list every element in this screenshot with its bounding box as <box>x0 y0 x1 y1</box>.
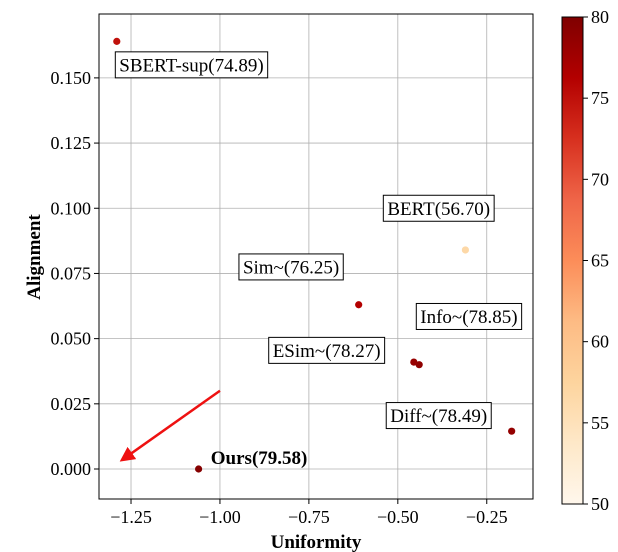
x-tick-label: −0.25 <box>466 507 508 527</box>
y-tick-label: 0.000 <box>51 459 92 479</box>
colorbar-tick-label: 70 <box>591 169 609 189</box>
x-tick-label: −0.75 <box>288 507 330 527</box>
y-tick-label: 0.100 <box>51 198 92 218</box>
annotation-label: Ours(79.58) <box>211 448 308 469</box>
annotation-box <box>385 402 492 430</box>
annotation-label: Diff~(78.49) <box>385 402 492 430</box>
annotation-text: Diff~(78.49) <box>390 406 487 427</box>
scatter-point <box>195 465 203 473</box>
highlight-arrow <box>119 389 221 462</box>
colorbar-tick-label: 75 <box>591 88 609 108</box>
annotation-box <box>382 194 495 222</box>
x-tick-label: −1.25 <box>110 507 152 527</box>
scatter-point <box>461 246 470 254</box>
data-points <box>113 37 516 473</box>
arrow-line <box>119 389 221 462</box>
colorbar-tick-label: 50 <box>591 494 609 514</box>
y-tick-label: 0.025 <box>51 394 92 414</box>
colorbar-tick-label: 60 <box>591 332 609 352</box>
y-tick-label: 0.125 <box>51 133 92 153</box>
annotation-text: Sim~(76.25) <box>243 257 339 278</box>
annotation-box <box>238 253 344 281</box>
y-axis-ticks: 0.000 0.025 0.050 0.075 0.100 0.125 0.150 <box>51 68 99 479</box>
point-annotations: SBERT-sup(74.89) BERT(56.70) Sim~(76.25) In… <box>114 51 523 469</box>
annotation-box <box>114 51 269 79</box>
annotation-text: Info~(78.85) <box>420 307 517 328</box>
scatter-point <box>508 427 516 435</box>
annotation-text: Ours(79.58) <box>211 448 308 469</box>
scatter-point <box>410 358 418 366</box>
y-tick-label: 0.075 <box>51 263 92 283</box>
annotation-text: ESim~(78.27) <box>273 341 381 362</box>
y-axis-label: Alignment <box>24 214 45 300</box>
y-tick-label: 0.150 <box>51 68 92 88</box>
annotation-label: SBERT-sup(74.89) <box>114 51 269 79</box>
x-axis-label: Uniformity <box>271 532 362 552</box>
plot-frame <box>98 13 534 500</box>
scatter-point <box>355 301 363 309</box>
annotation-label: Info~(78.85) <box>415 302 523 330</box>
x-axis-ticks: −1.25 −1.00 −0.75 −0.50 −0.25 <box>110 499 508 527</box>
annotation-label: ESim~(78.27) <box>268 336 386 364</box>
annotation-box <box>415 302 523 330</box>
colorbar-tick-label: 80 <box>591 7 609 27</box>
x-tick-label: −1.00 <box>199 507 241 527</box>
annotation-box <box>268 336 386 364</box>
scatter-point <box>415 361 423 369</box>
colorbar-tick-label: 65 <box>591 251 609 271</box>
scatter-point <box>113 37 121 45</box>
annotation-label: BERT(56.70) <box>382 194 495 222</box>
colorbar-ticks: 50 55 60 65 70 75 80 <box>583 7 609 514</box>
colorbar-tick-label: 55 <box>591 413 609 433</box>
y-tick-label: 0.050 <box>51 329 92 349</box>
x-tick-label: −0.50 <box>377 507 419 527</box>
annotation-text: BERT(56.70) <box>387 199 490 220</box>
annotation-text: SBERT-sup(74.89) <box>119 55 263 76</box>
colorbar <box>561 16 584 505</box>
annotation-label: Sim~(76.25) <box>238 253 344 281</box>
